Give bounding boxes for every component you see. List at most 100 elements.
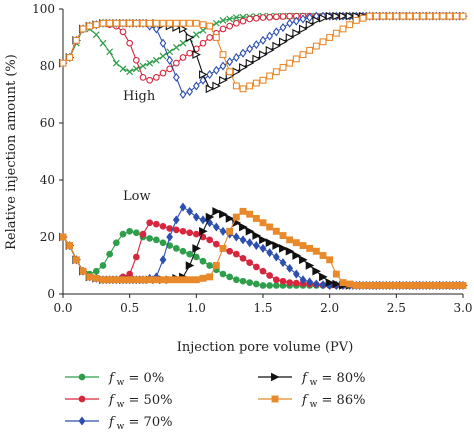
data-point-low [312, 247, 320, 255]
data-point-high [146, 19, 154, 27]
data-point-high-b [212, 19, 220, 27]
data-point-low [406, 281, 414, 289]
x-tick-label: 1.0 [187, 301, 206, 315]
data-point-high [219, 75, 228, 85]
data-point-low [239, 222, 248, 232]
legend-item-fw-50: f w = 50% [65, 393, 172, 410]
data-point-high [239, 17, 247, 25]
data-point-low [79, 267, 87, 275]
y-tick-label: 0 [47, 287, 55, 301]
data-point-low [232, 232, 240, 242]
data-point-high [179, 24, 188, 34]
data-point-high [239, 85, 247, 93]
data-point-low [132, 276, 140, 284]
x-tick-label: 0.5 [120, 301, 139, 315]
x-tick-label: 1.5 [253, 301, 272, 315]
data-point-high-b [99, 39, 107, 47]
data-point-low [179, 276, 187, 284]
data-point-high [439, 12, 447, 20]
data-point-low [232, 213, 240, 221]
data-point-high [186, 87, 194, 97]
data-point-high [192, 31, 200, 39]
data-point-low [219, 209, 228, 219]
data-point-low [252, 280, 260, 288]
data-point-low [232, 276, 240, 284]
data-point-low [279, 277, 287, 285]
data-point-low [272, 276, 280, 284]
data-point-low [286, 279, 294, 286]
data-point-high-b [106, 48, 114, 56]
data-point-low [106, 250, 114, 258]
data-point-high [212, 65, 220, 75]
data-point-low [86, 273, 94, 281]
data-point-low [266, 282, 274, 289]
data-point-low [172, 226, 180, 234]
data-point-low [212, 262, 220, 269]
legend-marker [271, 372, 280, 382]
data-point-high-b [119, 65, 127, 73]
data-point-low [132, 253, 140, 261]
y-tick-label: 60 [40, 116, 55, 130]
data-point-high [186, 19, 194, 27]
data-point-high [212, 34, 220, 41]
legend-label: f w = 50% [108, 393, 172, 410]
data-point-low [186, 276, 194, 284]
data-point-low [219, 226, 227, 236]
data-point-high-b [226, 15, 234, 23]
data-point-high [272, 41, 281, 51]
data-point-low [206, 236, 214, 244]
data-point-low [172, 276, 180, 284]
data-point-low [286, 263, 294, 273]
data-point-low [132, 229, 140, 237]
data-point-low [206, 262, 214, 269]
data-point-high [292, 28, 301, 38]
data-point-low [199, 227, 208, 236]
data-point-low [246, 279, 254, 286]
data-point-low [279, 258, 287, 268]
data-point-high [199, 70, 208, 79]
data-point-high [212, 81, 221, 91]
data-point-low [166, 232, 174, 242]
data-point-low [232, 250, 240, 258]
data-point-high [232, 19, 240, 27]
data-point-high-b [192, 31, 200, 39]
data-point-low [399, 281, 407, 289]
data-point-low [459, 281, 467, 289]
data-point-low [252, 215, 260, 222]
data-point-high [299, 14, 307, 24]
data-point-high [132, 56, 140, 64]
data-point-low [152, 220, 160, 228]
data-point-high [112, 19, 120, 27]
data-point-high-b [179, 39, 187, 47]
data-point-low [246, 210, 254, 218]
data-point-high [166, 19, 174, 27]
data-point-high [432, 12, 440, 20]
legend-label: f w = 80% [301, 371, 365, 388]
data-point-low [306, 277, 314, 287]
data-point-high [286, 18, 294, 28]
data-point-high [66, 53, 74, 61]
data-point-low [199, 257, 207, 265]
data-point-low [92, 274, 100, 282]
data-point-low [166, 225, 174, 232]
data-point-high [359, 14, 367, 22]
data-point-low [226, 247, 234, 255]
y-axis-title: Relative injection amount (%) [4, 54, 19, 250]
legend-marker [78, 373, 86, 381]
data-point-low [206, 273, 214, 281]
data-point-low [272, 282, 280, 289]
data-point-high-b [139, 62, 147, 70]
data-point-low [146, 235, 154, 242]
data-point-high [419, 12, 427, 20]
data-point-low [266, 223, 274, 231]
data-point-low [126, 227, 134, 235]
data-point-high [159, 52, 167, 60]
data-point-low [426, 281, 434, 289]
data-point-high [219, 25, 227, 33]
data-point-high-b [126, 68, 134, 76]
data-point-low [319, 252, 327, 259]
data-point-low [212, 207, 221, 216]
data-point-high [286, 12, 294, 20]
data-point-high [179, 39, 187, 47]
data-point-high [146, 59, 154, 67]
